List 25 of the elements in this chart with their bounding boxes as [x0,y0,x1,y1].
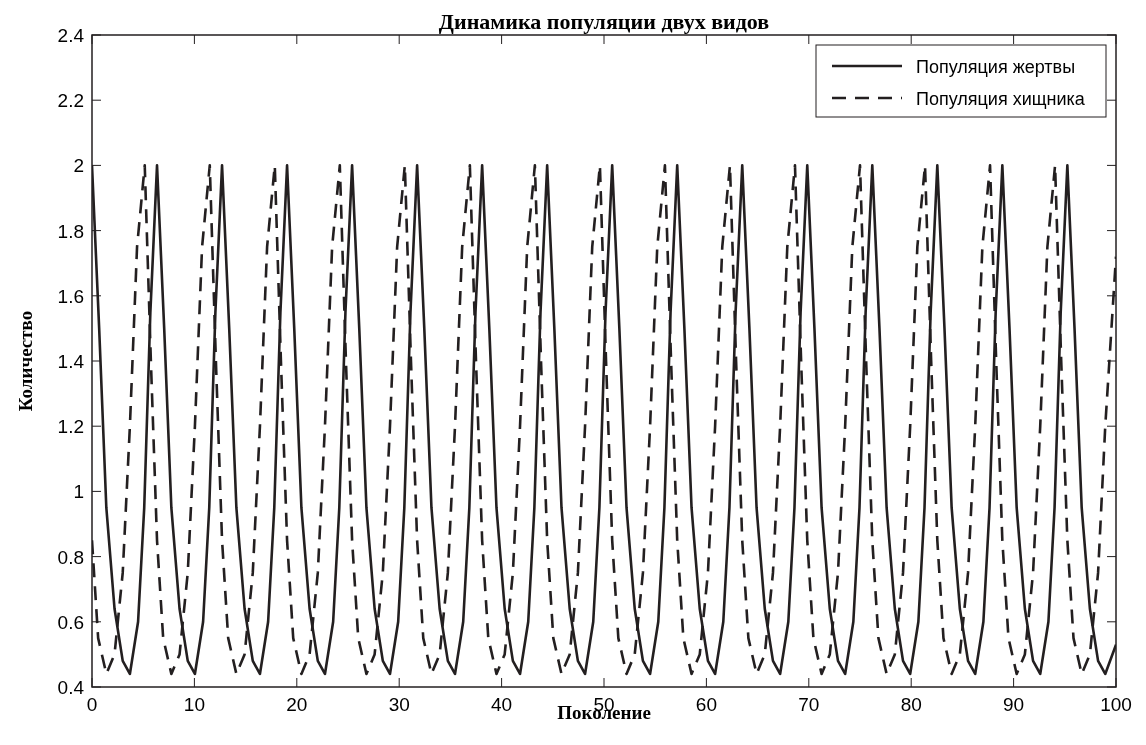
y-tick-label: 1 [73,481,84,503]
legend-label: Популяция хищника [916,89,1086,109]
x-tick-label: 20 [286,694,308,715]
x-tick-label: 40 [491,694,513,715]
x-tick-label: 0 [86,694,98,715]
x-tick-label: 90 [1003,694,1025,715]
x-tick-label: 100 [1100,694,1132,715]
y-axis-title: Количество [15,310,36,412]
x-tick-label: 70 [798,694,820,715]
x-tick-label: 10 [183,694,205,715]
y-tick-label: 1.8 [57,220,84,242]
y-tick-label: 1.4 [57,351,85,372]
chart-title: Динамика популяции двух видов [438,9,770,34]
y-tick-label: 0.4 [57,677,85,698]
y-tick-label: 2 [73,155,84,177]
x-tick-label: 80 [900,694,922,715]
y-tick-label: 2.2 [57,90,84,112]
y-tick-label: 1.6 [57,285,84,307]
y-tick-label: 0.8 [57,546,84,568]
y-tick-label: 0.6 [57,611,84,633]
x-tick-label: 30 [388,694,410,715]
y-tick-label: 2.4 [57,25,85,46]
legend-label: Популяция жертвы [916,57,1076,77]
x-tick-label: 60 [695,694,717,715]
y-tick-label: 1.2 [57,416,84,438]
